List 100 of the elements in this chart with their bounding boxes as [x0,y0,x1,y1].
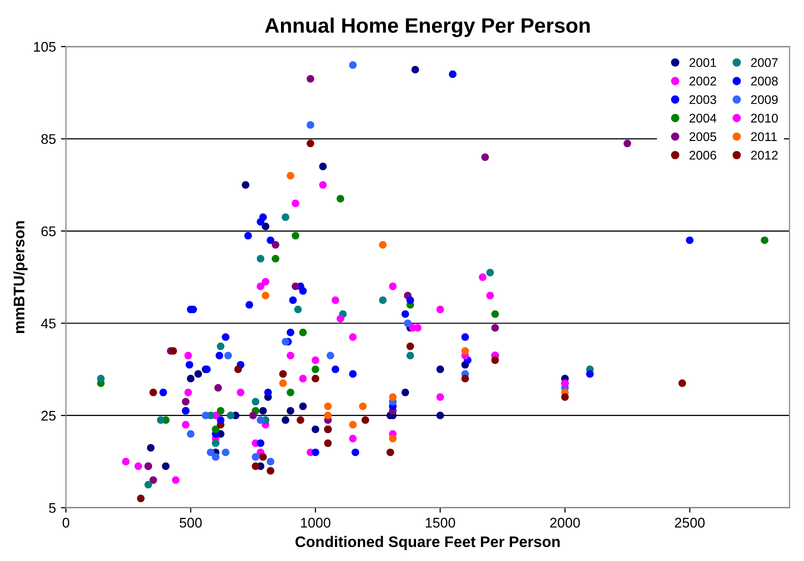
point [264,388,272,396]
point [266,458,274,466]
point [272,241,280,249]
legend-label: 2004 [690,114,716,123]
point [401,310,410,318]
point [478,273,486,281]
point [172,476,180,484]
point [461,374,469,382]
point [266,236,274,244]
point [184,388,192,396]
point [461,333,469,341]
point [169,347,178,355]
point [222,448,230,456]
point [149,388,158,396]
point [332,366,340,374]
point [134,462,142,470]
point [436,412,444,420]
point [216,416,224,424]
x-tick-label: 1000 [301,518,330,528]
point [306,75,314,83]
point [678,379,686,387]
point [686,236,694,244]
point [349,420,357,429]
point [324,402,332,410]
point [262,222,270,230]
point [242,181,250,189]
point [292,200,300,208]
point [156,416,165,424]
point [404,319,412,328]
point [256,439,264,447]
point [252,462,260,470]
point [212,426,220,434]
legend-label: 2003 [690,95,716,104]
point [222,333,230,341]
point [312,374,320,382]
point [362,416,370,424]
point [282,338,290,346]
point [136,494,145,502]
point [212,453,220,461]
point [349,370,357,378]
point [491,324,499,332]
point [216,342,224,350]
legend-label: 2006 [690,150,716,160]
point [299,287,307,295]
point [182,420,190,429]
point [312,426,320,434]
point [202,412,210,420]
point [252,453,260,461]
legend-label: 2012 [751,150,778,160]
point [252,398,260,406]
point [586,370,594,378]
point [294,306,302,314]
point [256,254,264,262]
point [379,241,387,249]
x-tick-label: 2000 [550,518,580,528]
point [349,333,357,341]
point [286,388,294,396]
point [159,388,168,396]
point [224,352,232,360]
point [122,458,130,466]
point [259,407,267,415]
point [259,453,267,461]
point [282,416,290,424]
point [388,282,397,290]
point [292,232,300,240]
point [436,393,444,401]
x-axis-title: Conditioned Square Feet Per Person [296,536,560,550]
point [359,402,367,410]
legend-label: 2001 [690,58,716,67]
legend-label: 2007 [751,58,778,67]
point [272,254,280,262]
y-tick-label: 5 [49,503,56,513]
legend-label: 2008 [751,76,778,86]
point [336,314,344,322]
point [97,374,105,382]
point [182,398,190,406]
point [336,194,344,203]
point [760,236,768,244]
point [411,66,420,74]
point [256,416,264,424]
point [206,448,214,456]
point [292,282,300,290]
point [259,213,267,221]
point [299,328,307,336]
point [186,430,194,438]
x-tick-label: 1500 [426,518,456,528]
point [296,416,304,424]
point [146,444,155,452]
legend-label: 2005 [690,132,716,142]
point [306,121,314,129]
point [332,296,340,304]
point [194,370,202,378]
point [216,407,224,415]
x-tick-label: 500 [180,518,202,528]
point [461,347,469,355]
point [306,140,314,148]
point [352,448,360,456]
point [212,439,220,447]
point [286,352,294,360]
legend-label: 2009 [751,95,778,104]
